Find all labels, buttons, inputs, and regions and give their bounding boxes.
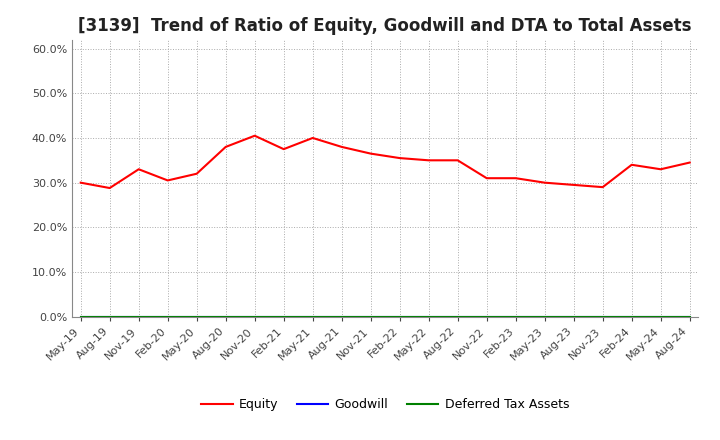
Deferred Tax Assets — [163, 314, 172, 319]
Goodwill — [163, 314, 172, 319]
Equity — [279, 147, 288, 152]
Equity — [395, 155, 404, 161]
Goodwill — [76, 314, 85, 319]
Deferred Tax Assets — [511, 314, 520, 319]
Equity — [511, 176, 520, 181]
Equity — [570, 182, 578, 187]
Goodwill — [685, 314, 694, 319]
Equity — [598, 184, 607, 190]
Deferred Tax Assets — [105, 314, 114, 319]
Equity — [657, 167, 665, 172]
Deferred Tax Assets — [192, 314, 201, 319]
Deferred Tax Assets — [570, 314, 578, 319]
Equity — [76, 180, 85, 185]
Goodwill — [511, 314, 520, 319]
Deferred Tax Assets — [135, 314, 143, 319]
Deferred Tax Assets — [627, 314, 636, 319]
Goodwill — [105, 314, 114, 319]
Goodwill — [135, 314, 143, 319]
Equity — [163, 178, 172, 183]
Deferred Tax Assets — [657, 314, 665, 319]
Equity — [221, 144, 230, 150]
Equity — [482, 176, 491, 181]
Equity — [685, 160, 694, 165]
Deferred Tax Assets — [308, 314, 317, 319]
Line: Equity: Equity — [81, 136, 690, 188]
Deferred Tax Assets — [482, 314, 491, 319]
Goodwill — [598, 314, 607, 319]
Goodwill — [192, 314, 201, 319]
Equity — [308, 136, 317, 141]
Deferred Tax Assets — [366, 314, 375, 319]
Deferred Tax Assets — [395, 314, 404, 319]
Equity — [424, 158, 433, 163]
Deferred Tax Assets — [454, 314, 462, 319]
Goodwill — [395, 314, 404, 319]
Goodwill — [657, 314, 665, 319]
Deferred Tax Assets — [541, 314, 549, 319]
Goodwill — [251, 314, 259, 319]
Goodwill — [221, 314, 230, 319]
Goodwill — [627, 314, 636, 319]
Deferred Tax Assets — [685, 314, 694, 319]
Equity — [627, 162, 636, 168]
Deferred Tax Assets — [76, 314, 85, 319]
Equity — [105, 185, 114, 191]
Equity — [192, 171, 201, 176]
Deferred Tax Assets — [598, 314, 607, 319]
Equity — [251, 133, 259, 138]
Goodwill — [279, 314, 288, 319]
Legend: Equity, Goodwill, Deferred Tax Assets: Equity, Goodwill, Deferred Tax Assets — [197, 393, 574, 416]
Equity — [541, 180, 549, 185]
Goodwill — [308, 314, 317, 319]
Goodwill — [338, 314, 346, 319]
Deferred Tax Assets — [338, 314, 346, 319]
Title: [3139]  Trend of Ratio of Equity, Goodwill and DTA to Total Assets: [3139] Trend of Ratio of Equity, Goodwil… — [78, 17, 692, 35]
Deferred Tax Assets — [424, 314, 433, 319]
Deferred Tax Assets — [251, 314, 259, 319]
Deferred Tax Assets — [221, 314, 230, 319]
Goodwill — [366, 314, 375, 319]
Goodwill — [454, 314, 462, 319]
Equity — [454, 158, 462, 163]
Equity — [366, 151, 375, 156]
Goodwill — [424, 314, 433, 319]
Goodwill — [482, 314, 491, 319]
Equity — [135, 167, 143, 172]
Goodwill — [570, 314, 578, 319]
Equity — [338, 144, 346, 150]
Goodwill — [541, 314, 549, 319]
Deferred Tax Assets — [279, 314, 288, 319]
